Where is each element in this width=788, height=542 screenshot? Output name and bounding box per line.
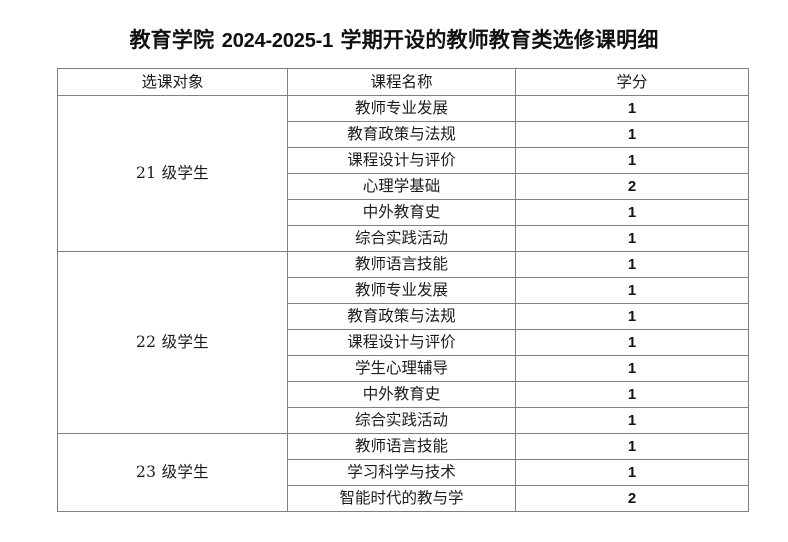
page-title-prefix: 教育学院	[129, 27, 222, 52]
cell-credit: 1	[515, 355, 749, 382]
page-title-term: 2024-2025-1	[221, 30, 334, 52]
table-row: 教育政策与法规 1	[58, 303, 749, 330]
cell-credit: 1	[515, 147, 749, 174]
table-header: 选课对象 课程名称 学分	[57, 68, 749, 96]
cell-credit: 1	[515, 381, 749, 408]
table-header-row: 选课对象 课程名称 学分	[57, 68, 749, 96]
cell-course-name: 课程设计与评价	[287, 329, 516, 356]
cell-course-name: 综合实践活动	[287, 225, 516, 252]
cell-course-name: 课程设计与评价	[287, 147, 516, 174]
table-row: 21 级学生 教师专业发展 1	[57, 95, 749, 252]
cell-course-name: 智能时代的教与学	[287, 485, 516, 512]
cell-credit: 2	[515, 173, 749, 200]
table-row: 课程设计与评价 1	[58, 329, 749, 356]
cell-credit: 1	[515, 277, 749, 304]
cell-credit: 1	[515, 225, 749, 252]
table-row: 综合实践活动 1	[58, 225, 749, 252]
cell-credit: 1	[515, 407, 749, 434]
cell-credit: 1	[515, 433, 749, 460]
column-header-audience: 选课对象	[57, 68, 288, 96]
table-row: 22 级学生 教师语言技能 1	[57, 251, 749, 434]
table-row: 综合实践活动 1	[58, 407, 749, 434]
table-row: 心理学基础 2	[58, 173, 749, 200]
table-row: 学习科学与技术 1	[58, 459, 749, 486]
column-header-credit: 学分	[515, 68, 749, 96]
cell-course-name: 教师专业发展	[287, 95, 516, 122]
course-detail-table-wrapper: 选课对象 课程名称 学分 21 级学生 教师专业发展 1 教育政策与法规 1 课程设计与评…	[57, 68, 749, 512]
cell-credit: 1	[515, 459, 749, 486]
cell-course-name: 综合实践活动	[287, 407, 516, 434]
table-row: 教育政策与法规 1	[58, 121, 749, 148]
cell-credit: 1	[515, 303, 749, 330]
course-detail-table: 选课对象 课程名称 学分 21 级学生 教师专业发展 1 教育政策与法规 1 课程设计与评…	[57, 68, 749, 512]
page-title-suffix: 学期开设的教师教育类选修课明细	[333, 27, 659, 52]
cell-course-name: 心理学基础	[287, 173, 516, 200]
cell-audience: 21 级学生	[57, 95, 288, 252]
cell-course-name: 教师语言技能	[287, 433, 516, 460]
table-row: 23 级学生 教师语言技能 1	[57, 433, 749, 512]
cell-course-name: 教师专业发展	[287, 277, 516, 304]
cell-credit: 1	[515, 121, 749, 148]
cell-course-name: 教育政策与法规	[287, 121, 516, 148]
column-header-course: 课程名称	[287, 68, 516, 96]
cell-course-name: 中外教育史	[287, 199, 516, 226]
cell-course-name: 学生心理辅导	[287, 355, 516, 382]
cell-course-name: 教育政策与法规	[287, 303, 516, 330]
cell-audience: 22 级学生	[57, 251, 288, 434]
cell-credit: 1	[515, 199, 749, 226]
table-row: 智能时代的教与学 2	[58, 485, 749, 512]
cell-course-name: 教师语言技能	[287, 251, 516, 278]
table-body: 21 级学生 教师专业发展 1 教育政策与法规 1 课程设计与评价 1 心理学基础 2 中外教育史…	[57, 95, 749, 512]
cell-credit: 2	[515, 485, 749, 512]
cell-course-name: 学习科学与技术	[287, 459, 516, 486]
table-row: 中外教育史 1	[58, 381, 749, 408]
table-row: 学生心理辅导 1	[58, 355, 749, 382]
cell-course-name: 中外教育史	[287, 381, 516, 408]
cell-credit: 1	[515, 95, 749, 122]
cell-credit: 1	[515, 251, 749, 278]
page-title: 教育学院 2024-2025-1 学期开设的教师教育类选修课明细	[0, 26, 788, 55]
cell-credit: 1	[515, 329, 749, 356]
cell-audience: 23 级学生	[57, 433, 288, 512]
